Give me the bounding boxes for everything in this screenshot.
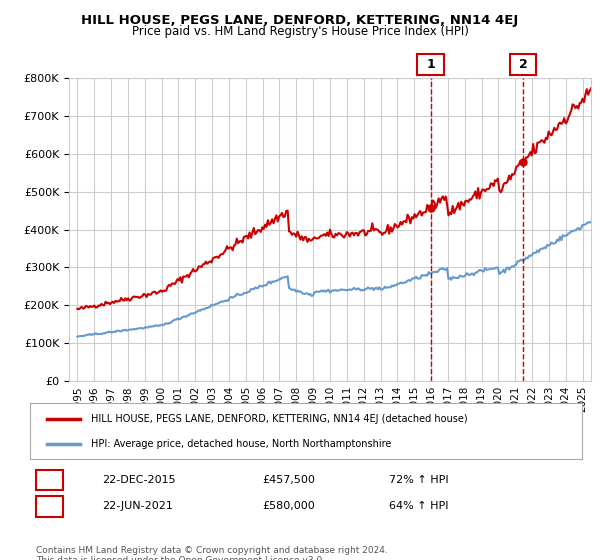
Text: HILL HOUSE, PEGS LANE, DENFORD, KETTERING, NN14 4EJ: HILL HOUSE, PEGS LANE, DENFORD, KETTERIN… [82, 14, 518, 27]
Text: HILL HOUSE, PEGS LANE, DENFORD, KETTERING, NN14 4EJ (detached house): HILL HOUSE, PEGS LANE, DENFORD, KETTERIN… [91, 414, 467, 424]
Text: 72% ↑ HPI: 72% ↑ HPI [389, 474, 448, 484]
Text: 1: 1 [426, 58, 435, 71]
Text: 22-DEC-2015: 22-DEC-2015 [102, 474, 175, 484]
FancyBboxPatch shape [35, 469, 63, 489]
Text: 2: 2 [45, 500, 53, 513]
Text: 2: 2 [519, 58, 527, 71]
Text: £580,000: £580,000 [262, 501, 314, 511]
FancyBboxPatch shape [418, 54, 443, 76]
Text: HPI: Average price, detached house, North Northamptonshire: HPI: Average price, detached house, Nort… [91, 438, 391, 449]
FancyBboxPatch shape [35, 496, 63, 516]
Text: 64% ↑ HPI: 64% ↑ HPI [389, 501, 448, 511]
Text: 1: 1 [45, 473, 53, 486]
Text: £457,500: £457,500 [262, 474, 315, 484]
FancyBboxPatch shape [510, 54, 536, 76]
Text: Contains HM Land Registry data © Crown copyright and database right 2024.
This d: Contains HM Land Registry data © Crown c… [36, 546, 388, 560]
Text: 22-JUN-2021: 22-JUN-2021 [102, 501, 173, 511]
Text: Price paid vs. HM Land Registry's House Price Index (HPI): Price paid vs. HM Land Registry's House … [131, 25, 469, 38]
